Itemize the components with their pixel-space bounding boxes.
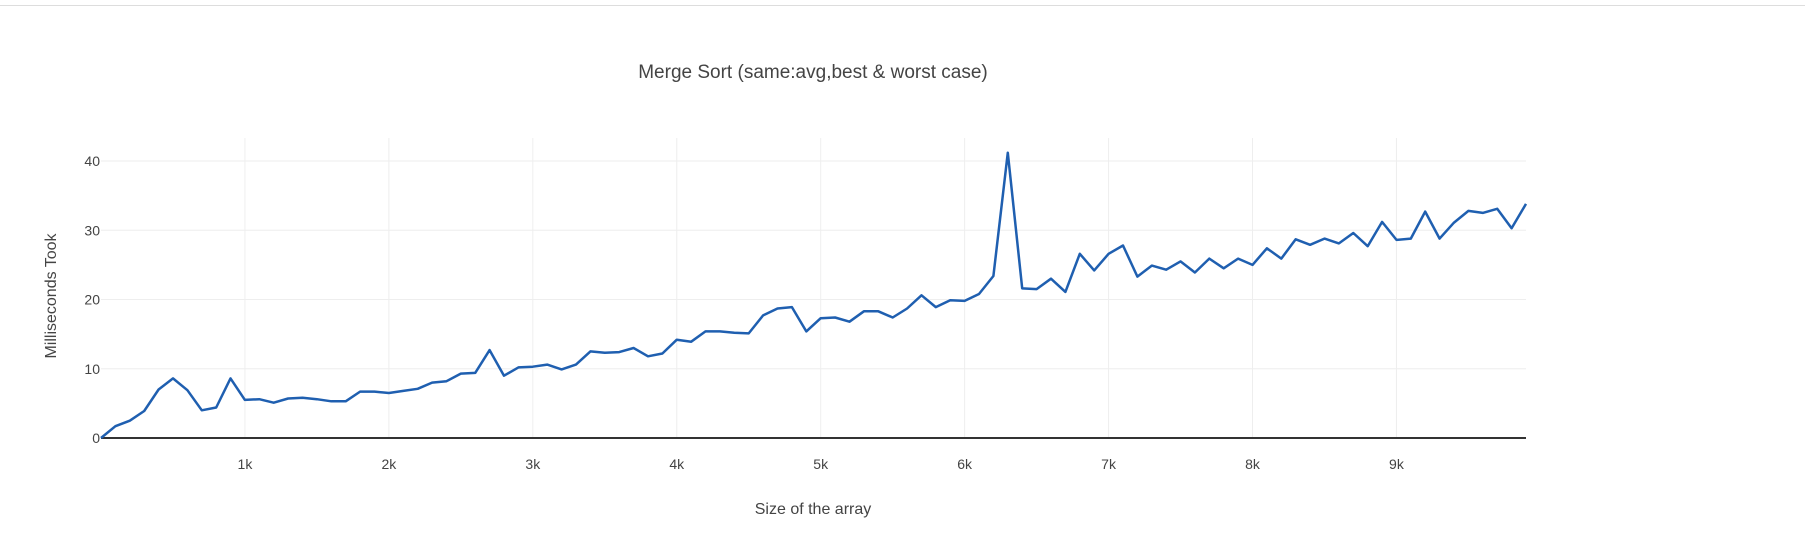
tick-labels: 1k 2k 3k 4k 5k 6k 7k 8k 9k 0 10 20 30 40 [84,153,1404,472]
y-tick-label: 30 [84,222,100,238]
x-tick-label: 2k [381,456,397,472]
x-tick-label: 7k [1101,456,1117,472]
series-line [100,151,1528,439]
y-tick-label: 40 [84,153,100,169]
gridlines [101,138,1526,439]
x-tick-label: 9k [1389,456,1405,472]
x-tick-label: 5k [813,456,829,472]
y-tick-label: 0 [92,430,100,446]
top-divider [0,5,1805,6]
y-tick-label: 10 [84,361,100,377]
x-tick-label: 3k [525,456,541,472]
x-tick-label: 4k [669,456,685,472]
y-axis-title: Milliseconds Took [43,232,60,358]
x-tick-label: 6k [957,456,973,472]
series-layer [100,151,1528,439]
x-axis-title: Size of the array [755,501,872,518]
x-tick-label: 8k [1245,456,1261,472]
y-tick-label: 20 [84,292,100,308]
x-tick-label: 1k [238,456,254,472]
chart-title: Merge Sort (same:avg,best & worst case) [638,62,988,83]
